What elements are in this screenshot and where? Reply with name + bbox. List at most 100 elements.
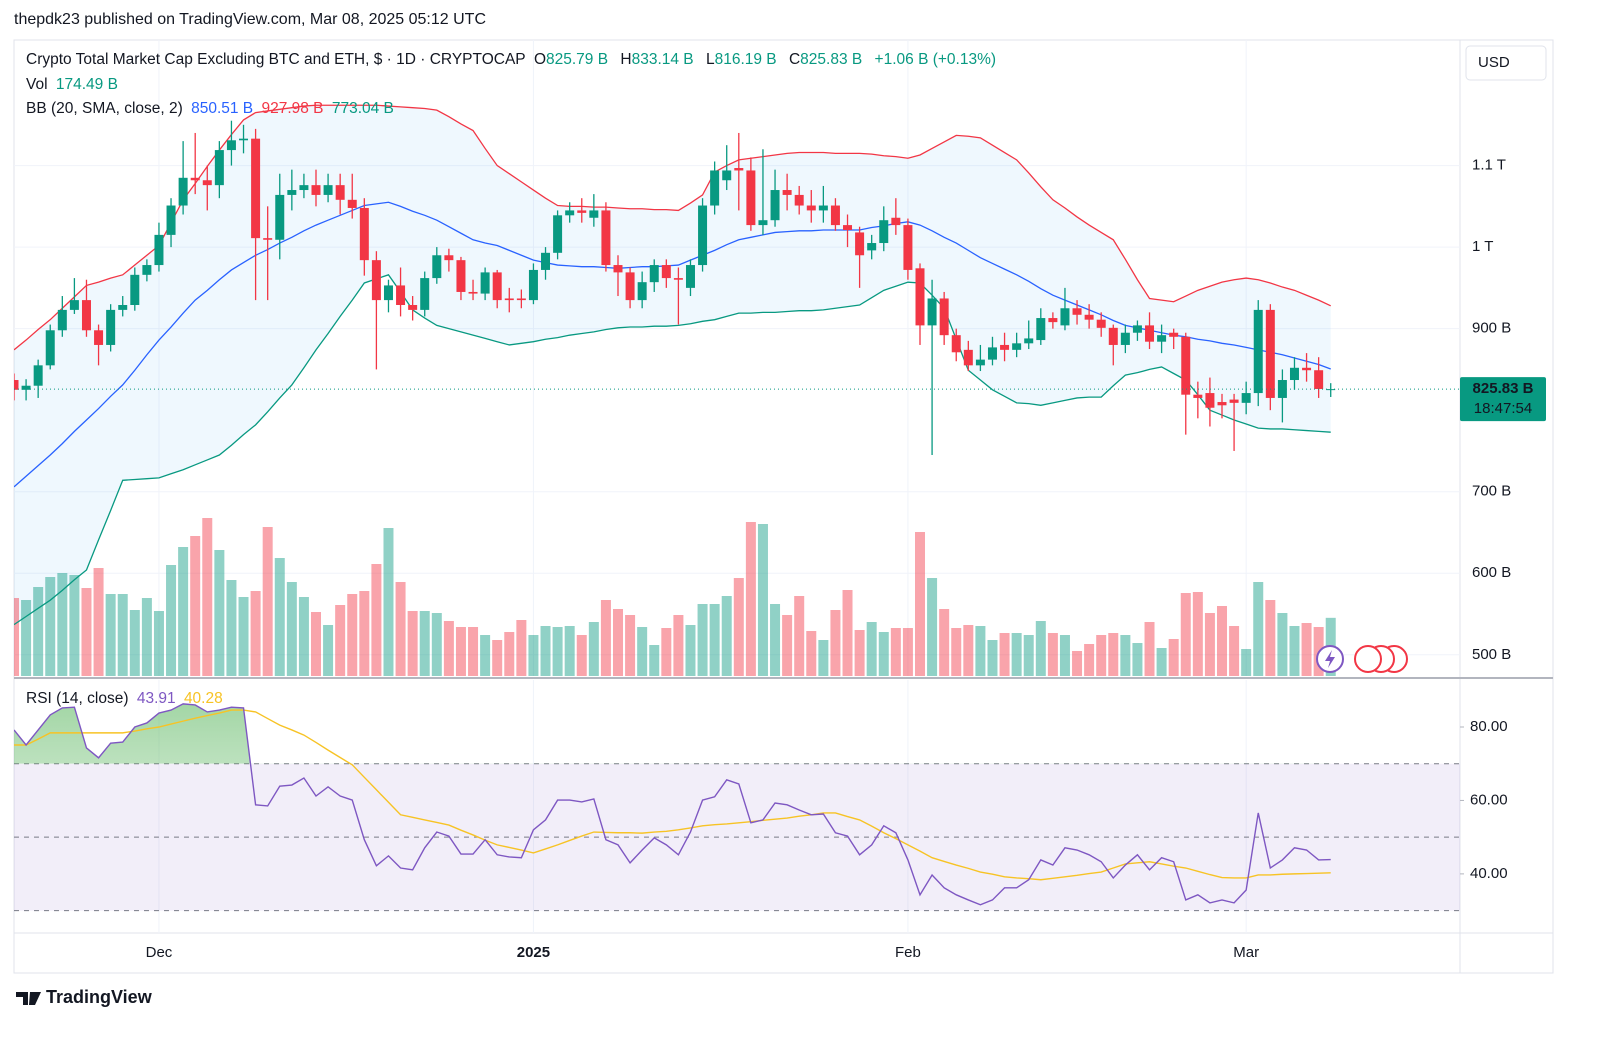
candle-body xyxy=(396,285,406,305)
candle-body xyxy=(1181,336,1191,395)
rsi-line xyxy=(14,703,1331,906)
candle-body xyxy=(166,205,176,235)
candle-body xyxy=(492,272,502,301)
candle-body xyxy=(1060,308,1070,326)
volume-bar xyxy=(757,524,768,676)
candle-body xyxy=(1217,402,1227,406)
y-tick-label: 60.00 xyxy=(1470,791,1508,808)
volume-bar xyxy=(69,575,80,676)
y-tick-label: 1 T xyxy=(1472,238,1493,255)
volume-bar xyxy=(431,613,442,676)
volume-bar xyxy=(939,609,950,676)
volume-bar xyxy=(1180,593,1191,676)
volume-bar xyxy=(1265,600,1276,676)
candle-body xyxy=(1302,367,1312,371)
candle-body xyxy=(299,185,309,191)
candle-body xyxy=(371,260,381,301)
flag-icon[interactable] xyxy=(1354,645,1382,673)
x-tick-label: Dec xyxy=(146,944,173,961)
candle-body xyxy=(1169,332,1179,337)
candle-body xyxy=(335,185,345,200)
volume-bar xyxy=(1204,613,1215,676)
volume-bar xyxy=(987,640,998,676)
y-tick-label: 600 B xyxy=(1472,564,1511,581)
candle-body xyxy=(154,234,164,266)
candle-body xyxy=(432,255,442,279)
bands-label: BB (20, SMA, close, 2) xyxy=(26,100,183,117)
ohlc: O825.79 B xyxy=(534,51,612,68)
candle-body xyxy=(226,140,236,151)
volume-bar xyxy=(1156,648,1167,676)
candle-body xyxy=(698,205,708,266)
candle-body xyxy=(794,194,804,206)
rsi-value: 40.28 xyxy=(183,690,223,707)
candle-body xyxy=(613,265,623,273)
axes: 500 B 600 B 700 B 900 B 1 T 1.1 T Dec 2025 Feb Ma… xyxy=(146,157,1512,961)
volume-bar xyxy=(250,591,261,676)
candle-body xyxy=(214,150,224,186)
candle-body xyxy=(94,330,104,345)
y-tick-label: 80.00 xyxy=(1470,718,1508,735)
volume-bar xyxy=(1301,623,1312,676)
candle-body xyxy=(637,282,647,301)
rsi-legend: RSI (14, close) 43.91 40.28 xyxy=(26,690,227,708)
volume-bar xyxy=(927,578,938,676)
candle-body xyxy=(1241,393,1251,403)
volume-bar xyxy=(613,609,623,676)
ohlc-key: H xyxy=(620,51,632,68)
volume-bar xyxy=(1277,613,1288,676)
ohlc: C825.83 B xyxy=(789,51,866,68)
y-tick-label: 40.00 xyxy=(1470,865,1508,882)
y-tick-label: 700 B xyxy=(1472,483,1511,500)
candle-body xyxy=(323,185,333,195)
candle-body xyxy=(758,220,768,226)
ohlc: L816.19 B xyxy=(706,51,781,68)
candle-body xyxy=(21,385,31,390)
volume-bar xyxy=(649,645,660,676)
band-line xyxy=(14,104,1331,351)
candle-body xyxy=(553,215,563,253)
ohlc-value: 825.79 B xyxy=(546,51,609,68)
volume-bar xyxy=(999,633,1010,676)
volume-bar xyxy=(383,528,394,676)
price-tag-value: 825.83 B xyxy=(1473,380,1534,397)
candle-body xyxy=(528,269,538,301)
volume-bar xyxy=(455,627,466,676)
ohlc-key: C xyxy=(788,51,801,68)
volume-bar xyxy=(564,626,575,676)
ohlc-value: 825.83 B xyxy=(800,51,863,68)
candle-body xyxy=(1000,344,1010,350)
volume-bar xyxy=(528,635,539,676)
volume-bar xyxy=(975,626,986,676)
volume-bar xyxy=(600,600,611,676)
price-tag xyxy=(1460,377,1546,422)
candle-body xyxy=(1096,319,1106,328)
volume-bar xyxy=(902,628,913,676)
candle-body xyxy=(1048,318,1058,323)
bands-legend: BB (20, SMA, close, 2) 850.51 B 927.98 B… xyxy=(26,100,398,118)
currency-box[interactable] xyxy=(1465,45,1547,81)
volume-bar xyxy=(117,594,128,676)
volume-bar xyxy=(395,582,406,676)
candle-body xyxy=(1145,325,1155,342)
volume-label: Vol xyxy=(26,76,48,93)
volume-bar xyxy=(854,630,865,676)
candle-body xyxy=(408,305,418,310)
band-line xyxy=(14,201,1331,488)
volume-bar xyxy=(1192,592,1203,676)
candle-body xyxy=(14,380,19,390)
candle-body xyxy=(1024,338,1034,344)
volume-bar xyxy=(625,615,636,676)
volume-bar xyxy=(129,610,140,676)
volume-bar xyxy=(407,611,418,676)
volume-bar xyxy=(1023,635,1034,676)
ohlc-value: 816.19 B xyxy=(714,51,777,68)
candle-body xyxy=(1084,314,1094,320)
volume-bar xyxy=(830,610,841,676)
volume-bar xyxy=(153,611,164,676)
candle-body xyxy=(239,138,249,141)
candle-body xyxy=(746,170,756,226)
volume-bar xyxy=(371,564,382,676)
volume-bar xyxy=(842,590,853,676)
price-pane xyxy=(14,40,1460,676)
